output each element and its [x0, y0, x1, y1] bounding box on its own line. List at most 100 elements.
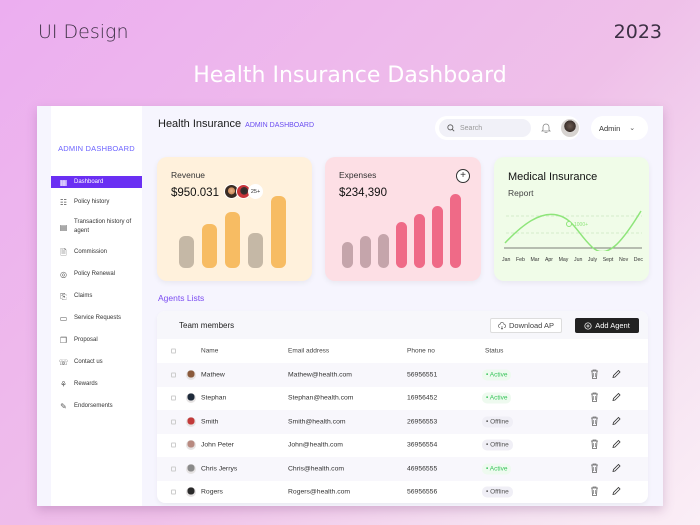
status-text: Offline [490, 441, 509, 449]
table-row[interactable]: Smith Smith@health.com 26956553 • Offlin… [157, 410, 648, 434]
sidebar-title: ADMIN DASHBOARD [58, 144, 135, 153]
month-label: Apr [544, 257, 554, 263]
avatar-group: 25+ [224, 184, 263, 199]
status-text: Active [489, 465, 508, 473]
row-checkbox[interactable] [171, 372, 176, 378]
table-body: Mathew Mathew@health.com 56956551 • Acti… [157, 363, 648, 503]
agent-name: Rogers [201, 488, 223, 496]
admin-dropdown[interactable]: Admin ⌄ [591, 116, 648, 140]
user-avatar[interactable] [561, 119, 579, 137]
pencil-icon[interactable] [612, 487, 621, 498]
sidebar-item-proposal[interactable]: ❐ Proposal [51, 329, 142, 351]
pen-icon: ✎ [60, 401, 67, 411]
month-label: Jan [502, 257, 511, 263]
agent-phone: 26956553 [407, 418, 438, 426]
trash-icon[interactable] [590, 439, 599, 451]
add-expense-icon[interactable]: + [456, 169, 470, 183]
transaction-icon: ▤ [59, 222, 68, 232]
agent-email: Mathew@health.com [288, 371, 352, 379]
chart-bar [202, 224, 217, 268]
status-badge: • Active [482, 463, 512, 475]
agent-name: John Peter [201, 441, 234, 449]
chart-bar [225, 212, 240, 268]
expenses-value: $234,390 [339, 187, 387, 199]
sidebar-item-label: Dashboard [74, 178, 104, 185]
agent-name: Chris Jerrys [201, 465, 238, 473]
medical-insurance-card: Medical Insurance Report 1000+ Jan Feb Mar… [494, 157, 649, 281]
avatar [186, 416, 196, 427]
pencil-icon[interactable] [612, 416, 621, 427]
row-checkbox[interactable] [171, 466, 176, 472]
pencil-icon[interactable] [612, 393, 621, 404]
trash-icon[interactable] [590, 486, 599, 498]
medical-line-chart: 1000+ [504, 210, 642, 251]
sidebar-item-policy-renewal[interactable]: ◎ Policy Renewal [51, 263, 142, 285]
avatar [186, 487, 196, 498]
agent-email: Chris@health.com [288, 465, 345, 473]
expenses-card: Expenses $234,390 + [325, 157, 481, 281]
chart-bar [450, 194, 461, 268]
cloud-download-icon [498, 321, 506, 330]
row-checkbox[interactable] [171, 489, 176, 495]
sidebar-item-claims[interactable]: ⎘ Claims [51, 285, 142, 307]
table-row[interactable]: Mathew Mathew@health.com 56956551 • Acti… [157, 363, 648, 387]
pencil-icon[interactable] [612, 463, 621, 474]
avatar [186, 393, 196, 404]
chevron-down-icon: ⌄ [629, 125, 636, 132]
trash-icon[interactable] [590, 369, 599, 381]
row-checkbox[interactable] [171, 419, 176, 425]
row-checkbox[interactable] [171, 442, 176, 448]
month-label: Jun [573, 257, 583, 263]
month-label: May [558, 257, 569, 263]
sidebar-item-commission[interactable]: 🗎 Commission [51, 241, 142, 263]
sidebar-item-transaction-history-of-agent[interactable]: ▤ Transaction history of agent [51, 213, 142, 241]
agents-table: Team members Download AP Add Agent Name … [157, 311, 648, 503]
status-badge: • Offline [482, 486, 513, 498]
table-row[interactable]: Rogers Rogers@health.com 56956556 • Offl… [157, 481, 648, 504]
search-input[interactable]: Search [439, 119, 531, 137]
pencil-icon[interactable] [612, 369, 621, 380]
agent-name: Mathew [201, 371, 225, 379]
table-row[interactable]: Stephan Stephan@health.com 16956452 • Ac… [157, 387, 648, 411]
bell-icon[interactable] [541, 122, 551, 133]
sidebar-item-label: Proposal [74, 336, 98, 343]
select-all-checkbox[interactable] [171, 348, 176, 354]
col-status: Status [485, 347, 504, 355]
top-left-label: UI Design [38, 21, 129, 43]
trash-icon[interactable] [590, 416, 599, 428]
add-agent-label: Add Agent [595, 321, 630, 330]
table-row[interactable]: John Peter John@health.com 36956554 • Of… [157, 434, 648, 458]
trash-icon[interactable] [590, 392, 599, 404]
sidebar-item-dashboard[interactable]: ▦ Dashboard [51, 176, 142, 188]
sidebar-item-contact-us[interactable]: ☏ Contact us [51, 351, 142, 373]
sidebar-item-rewards[interactable]: ⚘ Rewards [51, 373, 142, 395]
status-badge: • Offline [482, 416, 513, 428]
status-text: Active [489, 371, 508, 379]
monitor-icon: ▭ [59, 313, 68, 323]
chart-bar [378, 234, 389, 268]
policy-icon: ☷ [59, 197, 68, 207]
sidebar-item-policy-history[interactable]: ☷ Policy history [51, 191, 142, 213]
agent-email: Rogers@health.com [288, 488, 351, 496]
admin-label: Admin [599, 123, 621, 133]
main-content: Health Insurance ADMIN DASHBOARD Search A… [142, 106, 663, 506]
trash-icon[interactable] [590, 463, 599, 475]
month-label: Mar [530, 257, 540, 263]
add-agent-button[interactable]: Add Agent [575, 318, 639, 333]
col-email: Email address [288, 347, 330, 355]
table-header-row: Name Email address Phone no Status [157, 339, 648, 363]
agent-phone: 56956556 [407, 488, 438, 496]
page-title: Health Insurance ADMIN DASHBOARD [158, 118, 314, 130]
plus-circle-icon [584, 321, 592, 330]
pencil-icon[interactable] [612, 440, 621, 451]
download-button[interactable]: Download AP [490, 318, 562, 333]
col-name: Name [201, 347, 219, 355]
sidebar-item-endorsements[interactable]: ✎ Endorsements [51, 395, 142, 417]
search-icon [447, 124, 455, 132]
chart-annotation: 1000+ [574, 222, 588, 228]
sidebar-item-label: Endorsements [74, 402, 113, 409]
row-checkbox[interactable] [171, 395, 176, 401]
table-row[interactable]: Chris Jerrys Chris@health.com 46956555 •… [157, 457, 648, 481]
sidebar-item-service-requests[interactable]: ▭ Service Requests [51, 307, 142, 329]
chart-bar [414, 214, 425, 268]
